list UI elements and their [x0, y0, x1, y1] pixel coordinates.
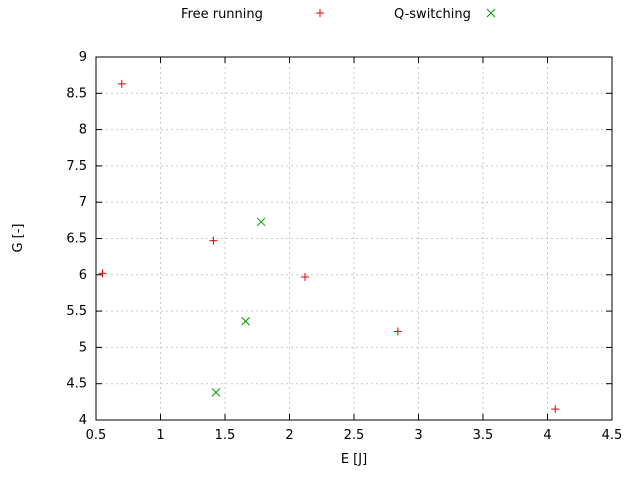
data-point [551, 405, 560, 414]
x-axis-label: E [J] [341, 452, 367, 467]
data-points [98, 79, 560, 414]
legend-label: Free running [181, 7, 263, 22]
data-point [117, 79, 126, 88]
y-tick-label: 5.5 [66, 304, 87, 319]
x-tick-label: 3 [414, 428, 422, 443]
data-point [211, 388, 221, 397]
y-tick-label: 4.5 [66, 377, 87, 392]
y-tick-label: 6.5 [66, 232, 87, 247]
x-tick-label: 0.5 [86, 428, 107, 443]
legend-label: Q-switching [394, 7, 471, 22]
y-tick-label: 5 [79, 340, 87, 355]
legend-marker [486, 8, 496, 18]
x-tick-label: 1 [156, 428, 164, 443]
data-point [393, 327, 402, 336]
y-tick-label: 7 [79, 195, 87, 210]
x-tick-label: 4.5 [602, 428, 623, 443]
y-tick-label: 8.5 [66, 86, 87, 101]
tick-labels: 0.5 1 1.5 2 2.5 3 3.5 4 4.5 4 4.5 5 5.5 6 6.5 7 7.5 8 8.5 9 [66, 50, 622, 443]
y-axis-label: G [-] [11, 223, 26, 252]
data-point [256, 217, 266, 227]
series-free-running [98, 79, 560, 414]
series-q-switching [211, 217, 266, 397]
x-tick-label: 2 [285, 428, 293, 443]
grid-lines [95, 56, 613, 421]
x-marker-icon [256, 217, 266, 227]
y-tick-label: 4 [79, 413, 87, 428]
legend-marker [316, 9, 324, 17]
x-marker-icon [486, 8, 496, 18]
y-tick-label: 7.5 [66, 159, 87, 174]
legend: Free running Q-switching [181, 7, 496, 22]
data-point [98, 269, 107, 278]
x-tick-label: 4 [543, 428, 551, 443]
x-marker-icon [211, 388, 221, 397]
x-tick-label: 2.5 [344, 428, 365, 443]
data-point [300, 272, 309, 281]
y-tick-label: 8 [79, 123, 87, 138]
data-point [241, 316, 250, 326]
x-marker-icon [241, 316, 250, 326]
y-tick-label: 6 [79, 268, 87, 283]
x-tick-label: 3.5 [473, 428, 494, 443]
y-tick-label: 9 [79, 50, 87, 65]
data-point [209, 236, 218, 245]
axis-ticks [95, 56, 613, 421]
x-tick-label: 1.5 [215, 428, 236, 443]
